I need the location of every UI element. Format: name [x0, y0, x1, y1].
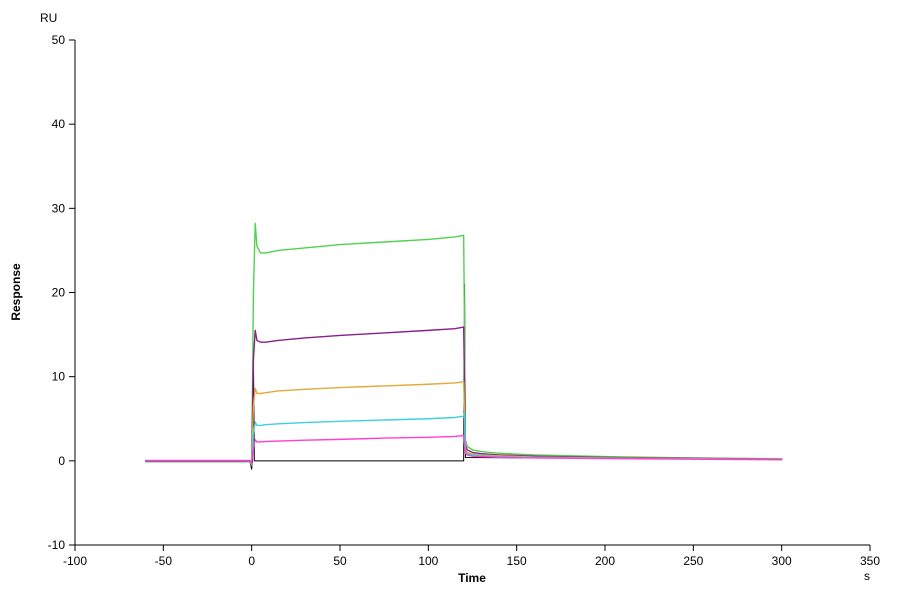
x-tick-label: 150 [507, 554, 527, 568]
y-tick-label: 10 [52, 370, 66, 384]
x-tick-label: -100 [63, 554, 87, 568]
x-axis-title: Time [458, 571, 486, 585]
x-tick-label: 50 [333, 554, 347, 568]
y-axis-title: Response [9, 263, 23, 321]
chart-background [0, 0, 900, 600]
x-axis-unit-label: s [864, 569, 870, 583]
x-tick-label: 300 [772, 554, 792, 568]
x-tick-label: -50 [155, 554, 173, 568]
y-tick-label: 20 [52, 286, 66, 300]
x-tick-label: 100 [418, 554, 438, 568]
y-axis-unit-label: RU [40, 11, 57, 25]
y-tick-label: -10 [48, 538, 66, 552]
x-tick-label: 350 [860, 554, 880, 568]
y-tick-label: 30 [52, 201, 66, 215]
x-tick-label: 250 [683, 554, 703, 568]
sensorgram-chart: -100-50050100150200250300350-10010203040… [0, 0, 900, 600]
x-tick-label: 0 [248, 554, 255, 568]
x-tick-label: 200 [595, 554, 615, 568]
y-tick-label: 50 [52, 33, 66, 47]
chart-container: -100-50050100150200250300350-10010203040… [0, 0, 900, 600]
y-tick-label: 0 [58, 454, 65, 468]
y-tick-label: 40 [52, 117, 66, 131]
